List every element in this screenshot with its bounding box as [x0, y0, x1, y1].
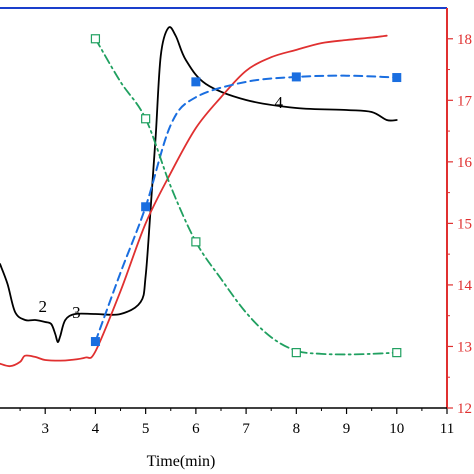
curve-blue-marker [90, 337, 100, 347]
curve-blue-marker [141, 202, 151, 212]
curve-green-marker [191, 237, 201, 247]
x-tick-label: 7 [242, 421, 250, 437]
y-right-tick-label: 18 [457, 32, 472, 48]
curve-number-label: 4 [274, 93, 283, 112]
y-right-tick-label: 14 [457, 278, 473, 294]
curve-green-marker [392, 348, 402, 358]
y-right-tick-label: 17 [457, 93, 473, 109]
curve-green-marker [90, 34, 101, 44]
x-tick-label: 4 [92, 421, 100, 437]
curve-red-line [0, 34, 388, 368]
x-axis-title: Time(min) [147, 453, 216, 470]
y-right-tick-label: 16 [457, 155, 473, 171]
x-tick-label: 3 [41, 421, 49, 437]
curve-number-label: 3 [72, 303, 81, 322]
y-right-tick-label: 15 [457, 216, 472, 232]
x-tick-label: 11 [440, 421, 454, 437]
curve-number-label: 2 [38, 297, 47, 316]
y-right-tick-label: 13 [457, 339, 472, 355]
curve-blue-line [94, 74, 398, 343]
y-right-tick-label: 12 [457, 401, 472, 417]
curve-blue-marker [392, 73, 402, 83]
curve-green-marker [291, 348, 301, 358]
curve-blue-marker [191, 77, 201, 87]
x-tick-label: 5 [142, 421, 150, 437]
x-tick-label: 6 [192, 421, 200, 437]
curve-black-line [0, 26, 398, 343]
x-tick-label: 9 [343, 421, 351, 437]
curve-green-marker [141, 114, 151, 124]
x-tick-label: 10 [389, 421, 404, 437]
x-tick-label: 8 [293, 421, 301, 437]
curve-blue-marker [291, 72, 301, 82]
